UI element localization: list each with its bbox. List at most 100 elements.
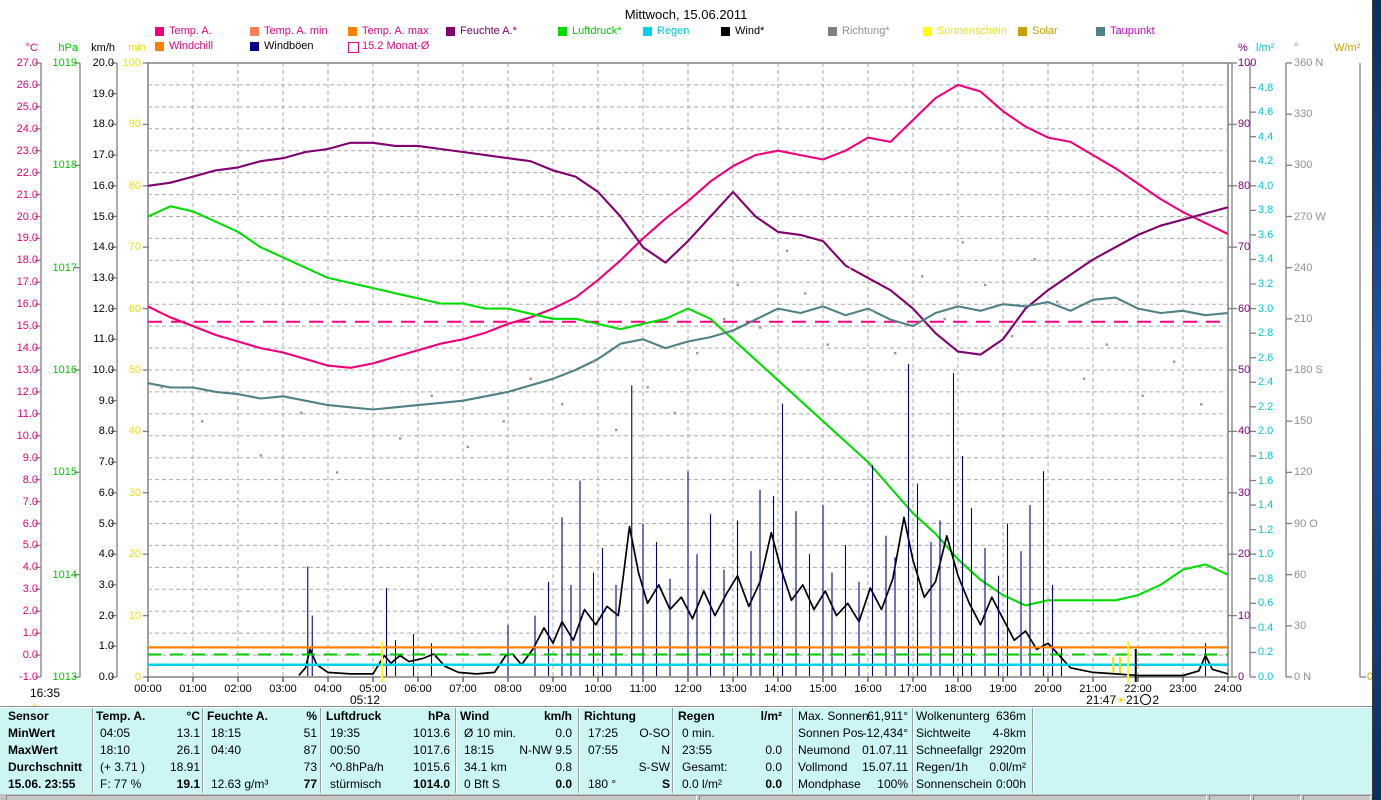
scatter-richtung bbox=[160, 386, 163, 389]
axis-tick-label: 17.0 bbox=[16, 276, 38, 289]
legend-swatch-solar bbox=[1018, 27, 1027, 36]
axis-tick-label: 20 bbox=[128, 548, 141, 561]
scatter-richtung bbox=[1173, 360, 1176, 363]
axis-tick-label: 0 bbox=[134, 671, 141, 683]
axis-tick-label: 9.0 bbox=[98, 394, 114, 407]
table-header-luftdruck: Luftdruck bbox=[326, 709, 382, 723]
x-axis-label: 24:00 bbox=[1214, 683, 1242, 695]
axis-tick-label: 210 bbox=[1294, 312, 1313, 325]
table-cell: 23:55 bbox=[682, 743, 713, 757]
scatter-richtung bbox=[1200, 403, 1203, 406]
axis-tick-label: 1018 bbox=[52, 159, 77, 172]
series-wind bbox=[298, 516, 1228, 677]
table-divider bbox=[320, 708, 321, 793]
table-cell: Sonnenschein bbox=[916, 777, 993, 791]
scatter-richtung bbox=[561, 403, 564, 406]
axis-tick-label: 0.2 bbox=[1258, 646, 1274, 659]
axis-tick-label: 240 bbox=[1294, 261, 1313, 274]
table-cell: 2920m bbox=[989, 743, 1026, 757]
scatter-richtung bbox=[736, 283, 739, 287]
table-cell: Ø 10 min. bbox=[464, 726, 517, 740]
table-cell: O-SO bbox=[639, 726, 670, 740]
axis-tick-label: 5.0 bbox=[22, 539, 38, 552]
status-segment bbox=[6, 795, 697, 800]
axis-tick-label: 2.0 bbox=[22, 605, 38, 618]
axis-tick-label: 13.0 bbox=[92, 271, 114, 284]
table-cell: 04:40 bbox=[211, 743, 242, 757]
x-axis-label: 19:00 bbox=[989, 683, 1017, 695]
axis-tick-label: 100 bbox=[1238, 57, 1257, 69]
scatter-richtung bbox=[696, 351, 699, 355]
table-header-richtung: Richtung bbox=[584, 709, 636, 723]
axis-tick-label: 1019 bbox=[52, 57, 77, 69]
table-cell: Max. Sonnen bbox=[798, 709, 869, 723]
status-segment bbox=[699, 795, 1207, 800]
scatter-richtung bbox=[466, 445, 469, 449]
table-row-label: Sensor bbox=[8, 709, 49, 723]
table-header-feuchte: Feuchte A. bbox=[207, 709, 268, 723]
scatter-richtung bbox=[1083, 377, 1086, 380]
scatter-richtung bbox=[615, 428, 618, 432]
table-cell: 34.1 km bbox=[464, 760, 507, 774]
legend-item-windb-en: Windböen bbox=[264, 40, 314, 52]
axis-tick-label: 0.8 bbox=[1258, 572, 1274, 585]
table-divider bbox=[578, 708, 579, 793]
table-cell: 00:50 bbox=[330, 743, 361, 757]
page-title: Mittwoch, 15.06.2011 bbox=[624, 7, 748, 22]
axis-tick-label: 16.0 bbox=[16, 298, 38, 311]
status-segment bbox=[1253, 795, 1301, 800]
table-cell: 01.07.11 bbox=[862, 743, 908, 757]
table-cell: 73 bbox=[303, 760, 317, 774]
axis-tick-label: 7.0 bbox=[98, 456, 114, 469]
desktop-background bbox=[1372, 0, 1381, 800]
legend-item-15-2-monat: 15.2 Monat-Ø bbox=[362, 40, 430, 52]
table-cell: Gesamt: bbox=[682, 760, 728, 774]
table-cell: Schneefallgr bbox=[916, 743, 983, 757]
x-axis-label: 06:00 bbox=[404, 683, 432, 695]
axis-tick-label: 12.0 bbox=[16, 385, 38, 398]
table-cell: 0.0 bbox=[555, 726, 572, 740]
axis-tick-label: 180 S bbox=[1294, 364, 1323, 376]
axis-tick-label: 0.0 bbox=[98, 671, 114, 683]
axis-tick-label: 19.0 bbox=[16, 232, 38, 245]
sunset-moon-label: 21:47☀21 2 bbox=[1086, 693, 1160, 707]
scatter-richtung bbox=[943, 317, 946, 321]
series-luftdruck bbox=[148, 205, 1228, 607]
axis-tick-label: 90 O bbox=[1294, 517, 1318, 530]
axis-tick-label: 16.0 bbox=[92, 179, 114, 192]
axis-tick-label: 150 bbox=[1294, 415, 1313, 428]
table-cell: 04:05 bbox=[100, 726, 131, 740]
table-cell: 0 min. bbox=[682, 726, 715, 740]
x-axis-label: 12:00 bbox=[674, 683, 702, 695]
axis-tick-label: 2.0 bbox=[98, 609, 114, 622]
axis-tick-label: 4.6 bbox=[1258, 106, 1274, 119]
scatter-richtung bbox=[921, 275, 924, 278]
scatter-richtung bbox=[871, 309, 874, 312]
table-cell: 0 Bft S bbox=[464, 777, 501, 791]
x-axis-label: 02:00 bbox=[224, 683, 252, 695]
table-header-unit-feuchte: % bbox=[306, 709, 317, 723]
x-axis-label: 04:00 bbox=[314, 683, 342, 695]
table-header-regen: Regen bbox=[678, 709, 715, 723]
axis-tick-label: 300 bbox=[1294, 159, 1313, 172]
series-group bbox=[148, 83, 1228, 677]
table-header-temp: Temp. A. bbox=[96, 709, 146, 723]
table-cell: Sonnen Pos bbox=[798, 726, 864, 740]
table-cell: Neumond bbox=[798, 743, 851, 757]
axis-tick-label: 14.0 bbox=[16, 342, 38, 355]
table-divider bbox=[912, 708, 913, 793]
table-divider bbox=[792, 708, 793, 793]
table-cell: 180 ° bbox=[588, 777, 617, 791]
legend-swatch-richtung bbox=[828, 27, 837, 36]
x-axis-label: 01:00 bbox=[179, 683, 207, 695]
axis-tick-label: -1.0 bbox=[19, 671, 38, 683]
axis-tick-label: 1015 bbox=[52, 466, 77, 479]
axis-tick-label: 3.4 bbox=[1258, 253, 1274, 266]
x-axis-label: 15:00 bbox=[809, 683, 837, 695]
axis-tick-label: 3.2 bbox=[1258, 278, 1274, 291]
table-cell: S-SW bbox=[638, 760, 670, 774]
table-cell: 0:00h bbox=[995, 777, 1026, 791]
table-header-unit-regen: l/m² bbox=[760, 709, 782, 723]
table-cell: 0.0 l/m² bbox=[682, 777, 723, 791]
